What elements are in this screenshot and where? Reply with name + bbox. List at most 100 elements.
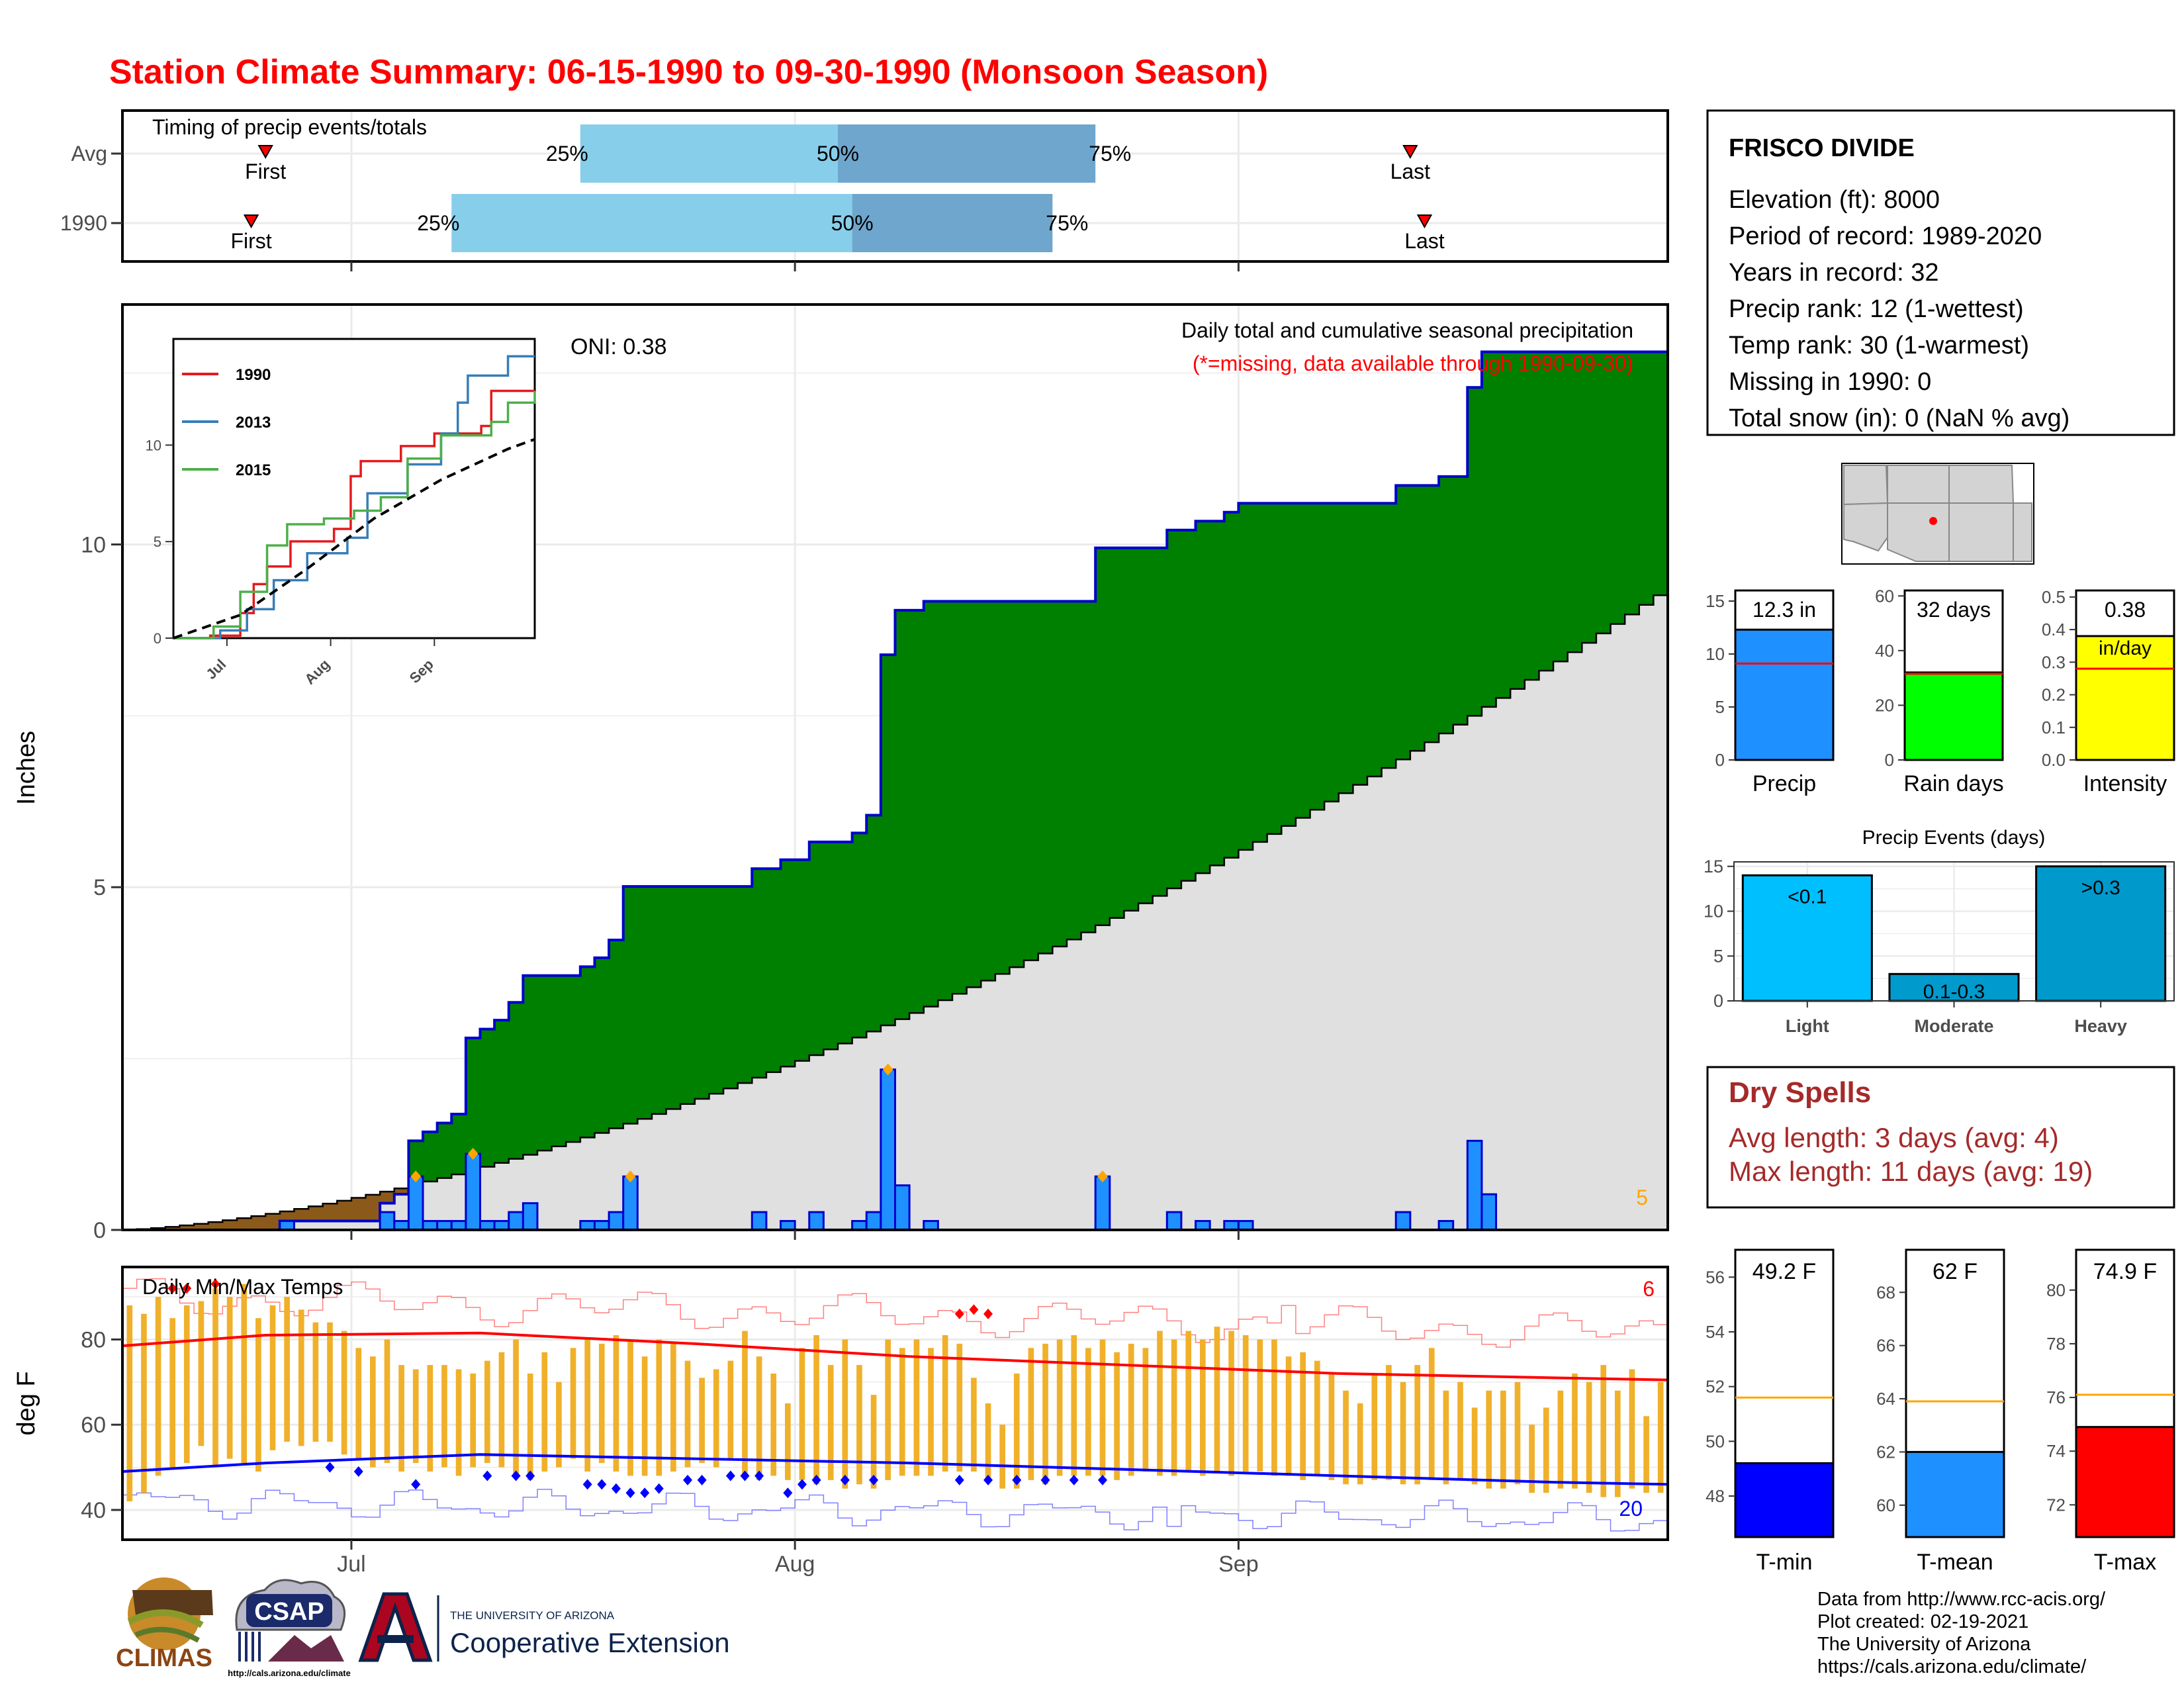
record-low-marker xyxy=(840,1474,850,1485)
daily-temp-range-bar xyxy=(427,1365,433,1472)
record-low-marker xyxy=(725,1470,735,1481)
mini-bar-y-tick-label: 0.5 xyxy=(2042,587,2066,607)
temp-count-high: 6 xyxy=(1643,1277,1655,1301)
daily-temp-range-bar xyxy=(198,1301,205,1446)
normal-min-line xyxy=(122,1453,1668,1486)
record-low-marker xyxy=(1040,1474,1050,1485)
precip-record-marker xyxy=(882,1063,893,1076)
inset-legend-label: 2015 xyxy=(236,461,271,479)
daily-temp-range-bar xyxy=(1557,1390,1564,1489)
daily-precip-bar xyxy=(894,1184,911,1231)
mini-bar-chart-rain-days: 32 days 0 20 40 60 Rain days xyxy=(1875,586,2004,796)
daily-temp-range-bar xyxy=(284,1297,290,1442)
record-low-marker xyxy=(954,1474,964,1485)
daily-temp-range-bar xyxy=(1228,1331,1234,1476)
timing-first-marker xyxy=(257,145,273,160)
daily-temp-range-bar xyxy=(1572,1373,1578,1489)
daily-precip-bar xyxy=(1466,1139,1483,1231)
temp-bar-y-tick-label: 54 xyxy=(1706,1322,1725,1342)
daily-precip-bar xyxy=(1195,1220,1211,1231)
temp-bar-y-tick-label: 78 xyxy=(2046,1334,2066,1354)
daily-temp-range-bar xyxy=(126,1305,133,1502)
record-low-marker xyxy=(683,1474,693,1485)
record-low-marker xyxy=(525,1470,535,1481)
mini-bar-name: Precip xyxy=(1752,771,1816,796)
precip-record-marker xyxy=(467,1148,478,1160)
record-low-marker xyxy=(1012,1474,1022,1485)
temp-bar-y-tick-label: 56 xyxy=(1706,1267,1725,1287)
daily-precip-bar xyxy=(1094,1175,1111,1231)
daily-temp-range-bar xyxy=(899,1348,905,1476)
events-y-tick-label: 15 xyxy=(1704,857,1723,876)
timing-row-label: 1990 xyxy=(60,211,107,235)
daily-precip-bar xyxy=(1480,1193,1498,1231)
temp-y-tick-label: 40 xyxy=(81,1498,106,1523)
mini-bar-value-label: 0.38 xyxy=(2105,598,2146,622)
record-low-marker xyxy=(625,1487,635,1499)
events-y-tick-label: 0 xyxy=(1713,991,1723,1011)
credit-data-source: Data from http://www.rcc-acis.org/ xyxy=(1817,1589,2106,1610)
events-bar-heavy xyxy=(2035,865,2167,1002)
daily-temp-range-bar xyxy=(641,1356,648,1476)
csap-logo-text: CSAP xyxy=(254,1598,324,1626)
daily-temp-range-bar xyxy=(799,1348,805,1480)
temp-bar-y-tick-label: 66 xyxy=(1876,1336,1895,1356)
daily-temp-range-bar xyxy=(985,1403,991,1480)
record-low-marker xyxy=(597,1479,607,1490)
month-tick-label: Aug xyxy=(775,1552,815,1577)
mini-bar-name: Rain days xyxy=(1903,771,2003,796)
precip-events-chart: Precip Events (days) <0.1 Light 0.1-0.3 Mod… xyxy=(1704,827,2175,1036)
normal-cumulative-area xyxy=(122,585,1668,1230)
temp-bar-y-tick-label: 72 xyxy=(2046,1495,2066,1515)
daily-temp-range-bar xyxy=(913,1339,920,1476)
mini-bar-y-tick-label: 15 xyxy=(1706,591,1725,611)
daily-precip-bar xyxy=(608,1211,625,1231)
daily-temp-range-bar xyxy=(1586,1382,1592,1493)
record-max-line xyxy=(122,1278,1668,1348)
temp-bar-value xyxy=(2075,1426,2175,1538)
timing-first-marker xyxy=(243,214,259,229)
daily-temp-range-bar xyxy=(1471,1407,1478,1485)
daily-temp-range-bar xyxy=(785,1403,791,1480)
daily-temp-range-bar xyxy=(856,1365,862,1485)
record-high-marker xyxy=(954,1308,964,1319)
daily-temp-range-bar xyxy=(1371,1373,1378,1480)
dry-spells-avg: Avg length: 3 days (avg: 4) xyxy=(1729,1122,2059,1153)
precip-corner-count: 5 xyxy=(1636,1186,1648,1209)
temp-bar-y-tick-label: 50 xyxy=(1706,1431,1725,1451)
temp-bar-chart-t-mean: 62 F 60 62 64 66 68 T-mean xyxy=(1876,1248,2005,1575)
precip-y-tick-label: 5 xyxy=(93,875,106,900)
daily-temp-range-bar xyxy=(699,1378,705,1464)
daily-precip-bar xyxy=(808,1211,825,1231)
daily-temp-range-bar xyxy=(541,1352,548,1472)
record-low-marker xyxy=(754,1470,764,1481)
temp-bar-name: T-max xyxy=(2094,1550,2156,1575)
daily-temp-range-bar xyxy=(1400,1382,1406,1485)
record-low-marker xyxy=(697,1474,707,1485)
temp-y-tick-label: 80 xyxy=(81,1327,106,1352)
mini-bar-y-tick-label: 20 xyxy=(1875,695,1894,715)
daily-temp-range-bar xyxy=(1343,1390,1349,1485)
daily-temp-range-bar xyxy=(212,1288,218,1468)
daily-temp-range-bar xyxy=(770,1373,777,1476)
daily-precip-bar xyxy=(880,1068,897,1231)
record-low-marker xyxy=(640,1487,650,1499)
record-low-marker xyxy=(869,1474,879,1485)
daily-precip-bar xyxy=(593,1220,610,1231)
daily-precip-bar xyxy=(393,1220,410,1231)
temp-bar-value-label: 49.2 F xyxy=(1752,1259,1816,1284)
daily-temp-range-bar xyxy=(341,1331,347,1455)
daily-temp-range-bar xyxy=(885,1339,891,1480)
credits: Data from http://www.rcc-acis.org/ Plot … xyxy=(1817,1589,2106,1677)
inset-y-tick-label: 5 xyxy=(154,534,161,550)
daily-temp-range-bar xyxy=(1085,1348,1091,1476)
daily-precip-bar xyxy=(493,1220,510,1231)
daily-temp-range-bar xyxy=(742,1331,748,1476)
record-low-marker xyxy=(353,1466,363,1477)
mini-bar-value-label: 32 days xyxy=(1917,598,1991,622)
daily-temp-range-bar xyxy=(141,1313,147,1493)
events-bar-light xyxy=(1741,874,1873,1002)
daily-precip-bar xyxy=(450,1220,467,1231)
daily-temp-range-bar xyxy=(870,1395,877,1489)
